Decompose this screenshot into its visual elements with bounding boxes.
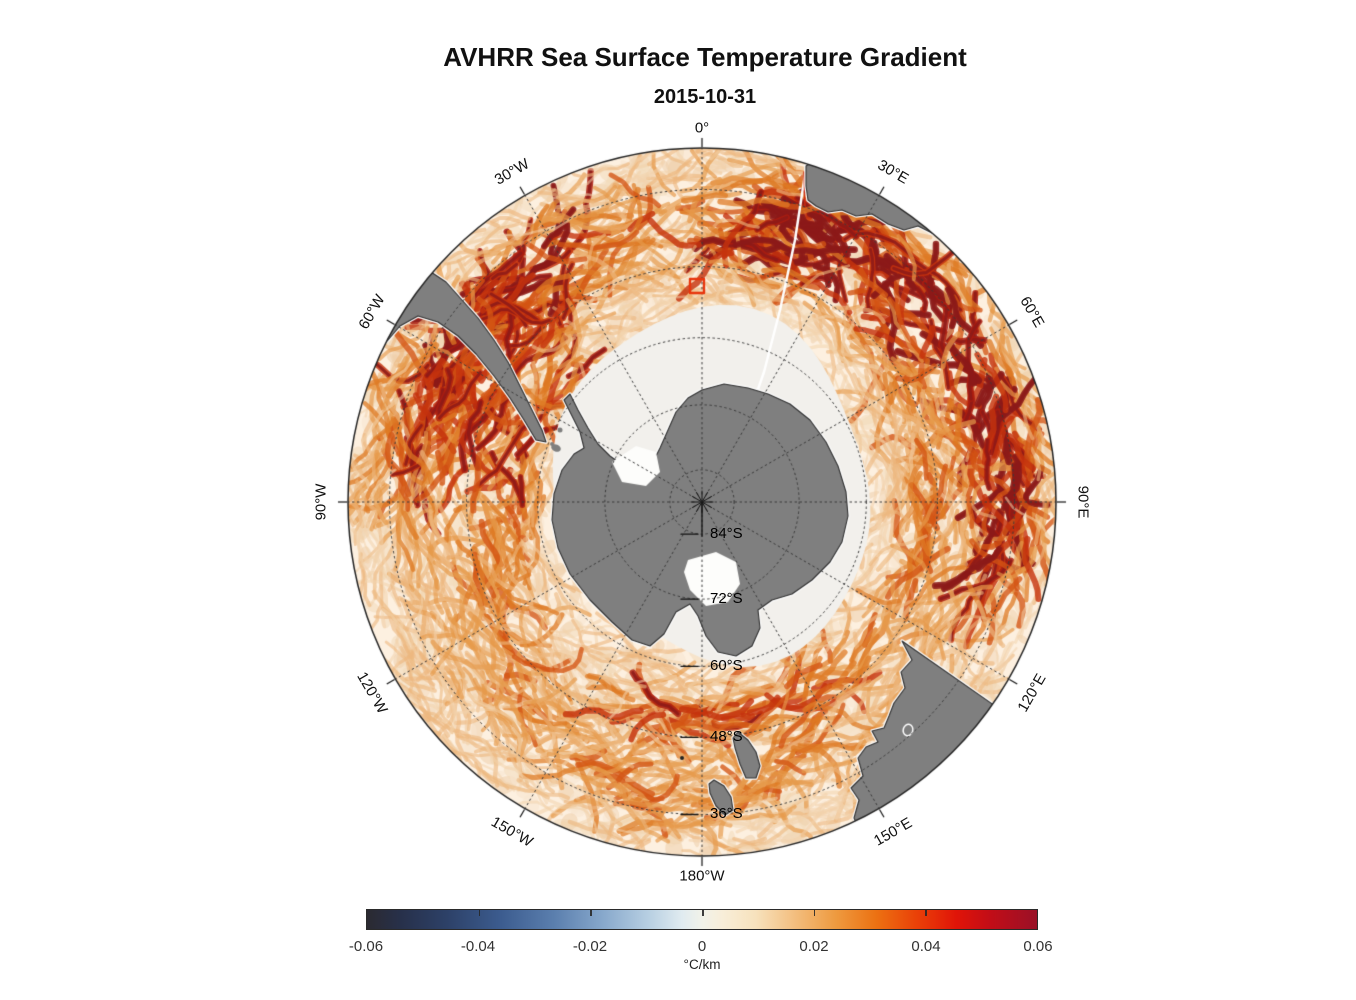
- colorbar-notch: [925, 910, 927, 916]
- parallel-label-48s: 48°S: [710, 728, 743, 746]
- colorbar-tick-label: -0.04: [460, 938, 496, 955]
- parallel-label-72s: 72°S: [710, 590, 743, 608]
- colorbar-tick-label: 0: [697, 938, 707, 955]
- meridian-label-90e: 90°E: [1074, 485, 1092, 519]
- meridian-label-180w: 180°W: [679, 867, 725, 885]
- colorbar-notch: [813, 910, 816, 916]
- colorbar-unit-label: °C/km: [683, 957, 721, 972]
- meridian-label-0: 0°: [694, 119, 710, 137]
- colorbar-tick-label: 0.04: [911, 938, 941, 955]
- parallel-label-60s: 60°S: [710, 657, 743, 675]
- colorbar: [366, 909, 1038, 930]
- colorbar-tick-label: 0.02: [799, 938, 829, 955]
- colorbar-notch: [478, 910, 481, 916]
- colorbar-tick-label: 0.06: [1023, 938, 1053, 955]
- colorbar-tick-label: -0.06: [348, 938, 384, 955]
- parallel-label-36s: 36°S: [710, 805, 743, 823]
- colorbar-notch: [590, 910, 592, 916]
- meridian-label-90w: 90°W: [312, 483, 330, 521]
- parallel-label-84s: 84°S: [710, 525, 743, 543]
- colorbar-tick-label: -0.02: [572, 938, 608, 955]
- colorbar-notch: [702, 910, 704, 916]
